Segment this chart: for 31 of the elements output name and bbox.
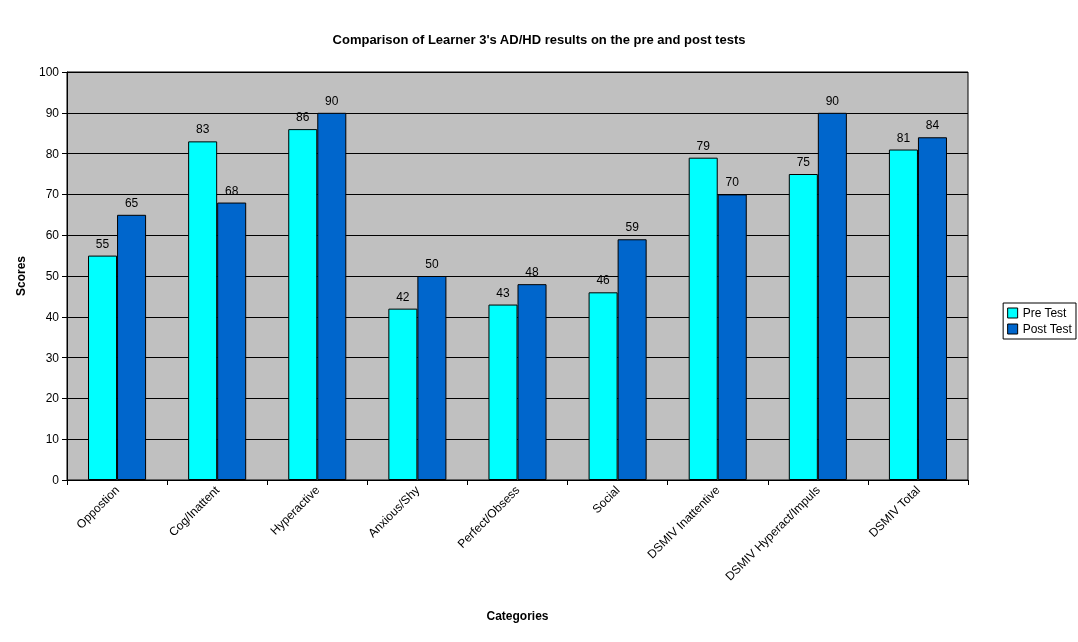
data-label: 81 (896, 130, 911, 145)
data-label: 59 (625, 220, 640, 235)
y-tick-label: 100 (38, 65, 60, 79)
y-tick-label: 10 (45, 432, 60, 447)
y-tick-label: 50 (45, 269, 60, 283)
data-label: 75 (796, 155, 811, 169)
y-tick-label: 40 (45, 309, 60, 324)
data-label: 42 (396, 289, 410, 304)
y-tick-label: 70 (45, 187, 60, 202)
data-label: 90 (325, 93, 339, 108)
legend-label: Pre Test (1022, 306, 1068, 320)
data-label: 79 (696, 138, 711, 153)
data-label: 84 (925, 118, 940, 133)
chart-title: Comparison of Learner 3's AD/HD results on the pre and post tests (332, 32, 746, 47)
data-label: 90 (825, 93, 840, 108)
data-label: 83 (195, 122, 210, 137)
x-axis-title: Categories (486, 609, 549, 623)
y-tick-label: 90 (45, 105, 60, 120)
y-tick-label: 60 (45, 228, 60, 243)
data-label: 70 (725, 175, 740, 190)
legend-label: Post Test (1022, 322, 1073, 336)
y-tick-label: 30 (45, 350, 60, 365)
y-axis-title: Scores (14, 255, 28, 297)
data-label: 55 (95, 236, 110, 251)
data-label: 65 (124, 195, 139, 210)
y-tick-label: 20 (45, 391, 60, 406)
data-label: 43 (496, 285, 510, 300)
data-label: 50 (425, 257, 439, 271)
data-label: 48 (525, 265, 540, 280)
y-tick-label: 80 (45, 146, 60, 161)
y-tick-label: 0 (52, 473, 60, 487)
